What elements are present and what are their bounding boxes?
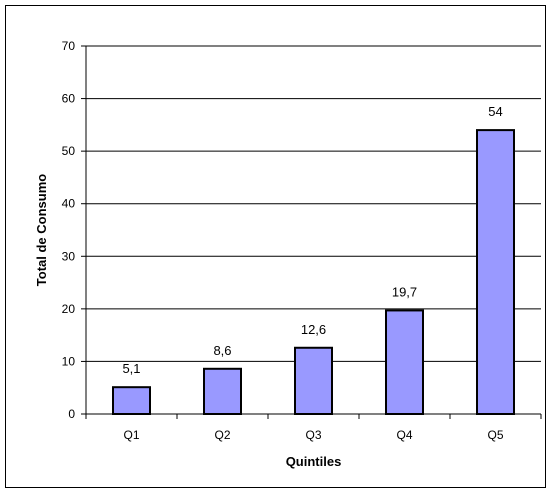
chart-frame [5, 5, 546, 488]
data-label-q4: 19,7 [392, 284, 417, 299]
data-label-q3: 12,6 [301, 322, 326, 337]
bar-q5 [476, 129, 515, 415]
x-tick-label: Q2 [214, 428, 230, 442]
y-tick-label: 0 [68, 407, 75, 421]
axes [81, 45, 542, 419]
y-tick-label: 40 [62, 197, 76, 211]
x-tick-label: Q3 [305, 428, 321, 442]
x-tick-label: Q4 [396, 428, 412, 442]
bar-q1 [112, 386, 151, 415]
y-tick-label: 50 [62, 144, 76, 158]
y-tick-label: 70 [62, 39, 76, 53]
bars [112, 129, 515, 416]
data-label-q2: 8,6 [213, 343, 231, 358]
data-label-q5: 54 [488, 104, 502, 119]
x-axis-title: Quintiles [286, 454, 342, 469]
labels: 0 10 20 30 40 50 60 70 5,1 Q1 8,6 Q2 12,6 Q3 19,7 Q4 54 Q… [62, 39, 504, 442]
x-tick-label: Q1 [123, 428, 139, 442]
y-tick-label: 60 [62, 92, 76, 106]
bar-q3 [294, 346, 333, 416]
gridlines [86, 45, 541, 362]
y-tick-label: 20 [62, 302, 76, 316]
y-axis-title: Total de Consumo [34, 174, 49, 286]
bar-q2 [203, 367, 242, 416]
y-tick-label: 10 [62, 354, 76, 368]
x-tick-label: Q5 [487, 428, 503, 442]
y-tick-label: 30 [62, 249, 76, 263]
data-label-q1: 5,1 [122, 361, 140, 376]
bar-q4 [385, 309, 424, 416]
